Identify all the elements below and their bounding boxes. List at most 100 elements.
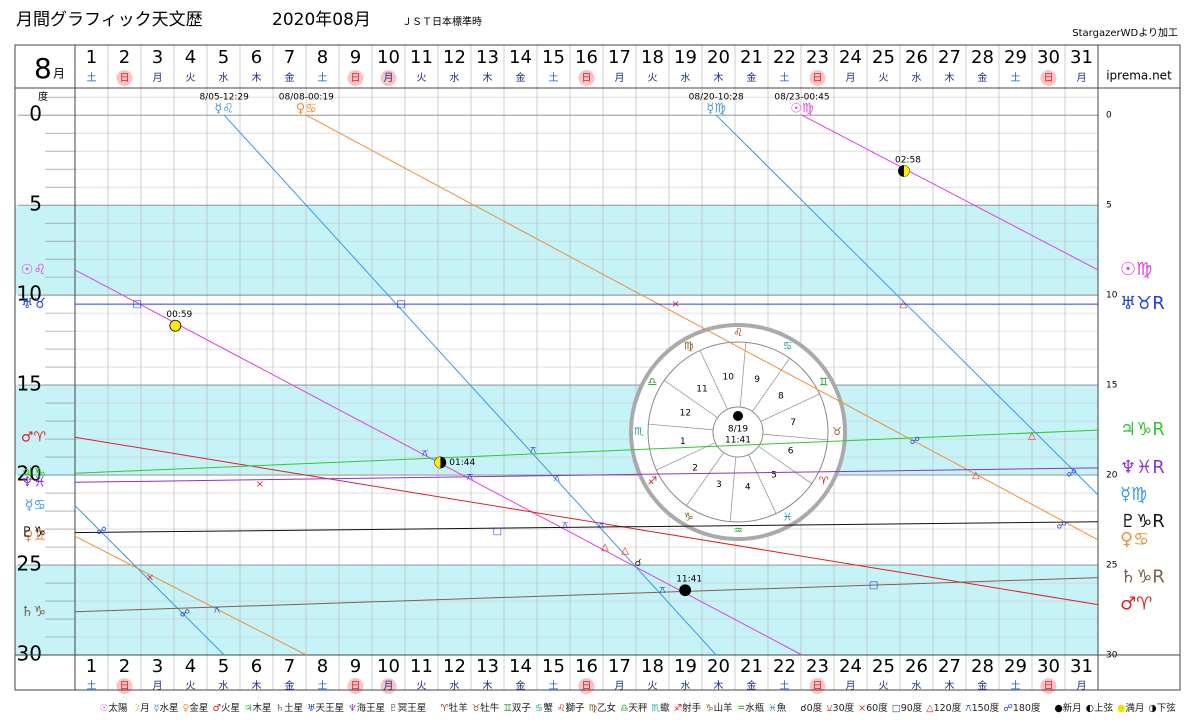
x-tick-label: 23 xyxy=(806,656,829,677)
ingress-date: 08/08-00:19 xyxy=(279,93,334,103)
x-tick-label: 27 xyxy=(938,656,961,677)
weekday-label: 月 xyxy=(384,72,394,84)
moon-lit xyxy=(903,165,910,177)
sign-glyph: ♓ xyxy=(783,511,793,524)
x-tick-label: 22 xyxy=(773,656,796,677)
moon-phase xyxy=(169,319,182,332)
weekday-label: 木 xyxy=(945,680,955,692)
legend-text: 天王星 xyxy=(316,703,345,714)
x-tick-label: 3 xyxy=(152,47,163,68)
legend: ☉太陽 ☽月 ☿水星 ♀金星 ♂火星 ♃木星 ♄土星 ♅天王星 ♆海王星 ♇冥王星 ♈牡羊 ♉牡牛 ♊双… xyxy=(100,702,1176,714)
weekday-label: 日 xyxy=(120,73,130,84)
x-tick-label: 15 xyxy=(542,656,565,677)
weekday-label: 木 xyxy=(252,72,262,84)
legend-text: 冥王星 xyxy=(398,703,427,714)
legend-text: 60度 xyxy=(866,702,888,714)
weekday-label: 日 xyxy=(351,73,361,84)
legend-text: 海王星 xyxy=(357,702,386,714)
x-tick-label: 1 xyxy=(86,656,97,677)
legend-text: 水瓶 xyxy=(745,702,765,714)
y-tick-label: 5 xyxy=(29,192,42,216)
legend-symbol: ♍ xyxy=(588,703,597,714)
x-tick-label: 27 xyxy=(938,47,961,68)
legend-text: 下弦 xyxy=(1157,702,1177,714)
legend-symbol: ♏ xyxy=(652,703,661,714)
sign-glyph: ♈ xyxy=(819,475,829,488)
weekday-label: 月 xyxy=(384,680,394,692)
sign-glyph: ♋ xyxy=(783,339,793,352)
aspect-marker: □ xyxy=(493,526,502,537)
x-tick-label: 17 xyxy=(608,47,631,68)
house-number: 1 xyxy=(680,437,686,447)
band xyxy=(15,205,1098,296)
timezone: ＪＳＴ日本標準時 xyxy=(402,15,482,28)
band xyxy=(15,385,1098,476)
x-tick-label: 12 xyxy=(443,656,466,677)
x-tick-label: 29 xyxy=(1004,47,1027,68)
house-number: 12 xyxy=(680,408,691,418)
planet-line xyxy=(74,577,1099,613)
weekday-label: 金 xyxy=(516,679,526,692)
x-tick-label: 12 xyxy=(443,47,466,68)
start-label: ♂♈ xyxy=(21,429,47,445)
sign-glyph: ♍ xyxy=(684,339,694,352)
x-tick-label: 8 xyxy=(317,656,328,677)
credit: StargazerWDより加工 xyxy=(1072,27,1178,39)
start-label: ♇♑ xyxy=(21,525,46,541)
legend-text: 90度 xyxy=(901,702,923,714)
legend-symbol: ♋ xyxy=(535,703,544,714)
legend-text: 新月 xyxy=(1063,702,1082,714)
legend-text: 乙女 xyxy=(597,702,616,714)
y2-tick-label: 5 xyxy=(1106,201,1112,211)
weekday-label: 月 xyxy=(615,680,625,692)
legend-symbol: ☽ xyxy=(132,703,141,714)
legend-symbol: ♈ xyxy=(440,703,449,714)
end-label: ☿♍ xyxy=(1120,484,1147,505)
x-tick-label: 9 xyxy=(350,47,361,68)
legend-symbol: ♑ xyxy=(705,703,714,714)
moon-phase xyxy=(679,584,692,597)
x-tick-label: 5 xyxy=(218,656,229,677)
x-tick-label: 15 xyxy=(542,47,565,68)
aspect-marker: △ xyxy=(972,470,980,481)
house-number: 2 xyxy=(692,463,698,473)
legend-text: 太陽 xyxy=(109,702,129,714)
x-tick-label: 7 xyxy=(284,656,295,677)
x-tick-label: 18 xyxy=(641,656,664,677)
planet-line xyxy=(74,436,1099,606)
sign-glyph: ♑ xyxy=(684,511,694,524)
legend-symbol: ♌ xyxy=(557,703,566,714)
holiday-mark xyxy=(809,70,826,86)
aspect-marker: × xyxy=(256,479,264,490)
house-number: 7 xyxy=(790,418,796,428)
degree-unit: 度 xyxy=(38,90,48,103)
x-tick-label: 13 xyxy=(476,47,499,68)
weekday-label: 火 xyxy=(879,72,889,84)
aspect-marker: ☍ xyxy=(96,526,106,537)
house-cusp xyxy=(752,358,790,412)
legend-symbol: ♂ xyxy=(212,703,221,714)
x-tick-label: 24 xyxy=(839,47,862,68)
y2-tick-label: 20 xyxy=(1106,471,1118,481)
x-tick-label: 10 xyxy=(377,656,400,677)
legend-symbol: ♆ xyxy=(348,703,357,714)
x-tick-label: 25 xyxy=(872,47,895,68)
weekday-label: 金 xyxy=(516,71,526,84)
holiday-mark xyxy=(347,70,364,86)
legend-text: 満月 xyxy=(1125,703,1144,714)
house-number: 10 xyxy=(723,372,735,382)
moon-time: 02:58 xyxy=(895,155,921,165)
x-tick-label: 31 xyxy=(1070,47,1093,68)
x-tick-label: 3 xyxy=(152,656,163,677)
legend-symbol: ♉ xyxy=(472,703,481,714)
end-label: ♄♑R xyxy=(1120,567,1165,588)
legend-symbol: ♃ xyxy=(244,703,253,714)
x-tick-label: 29 xyxy=(1004,656,1027,677)
legend-symbol: ♄ xyxy=(276,703,285,714)
weekday-label: 月 xyxy=(153,72,163,84)
end-label: ♂♈ xyxy=(1120,594,1152,615)
weekday-label: 木 xyxy=(483,680,493,692)
legend-symbol: ⚻ xyxy=(965,703,972,714)
x-tick-label: 4 xyxy=(185,47,196,68)
x-tick-label: 11 xyxy=(410,656,433,677)
